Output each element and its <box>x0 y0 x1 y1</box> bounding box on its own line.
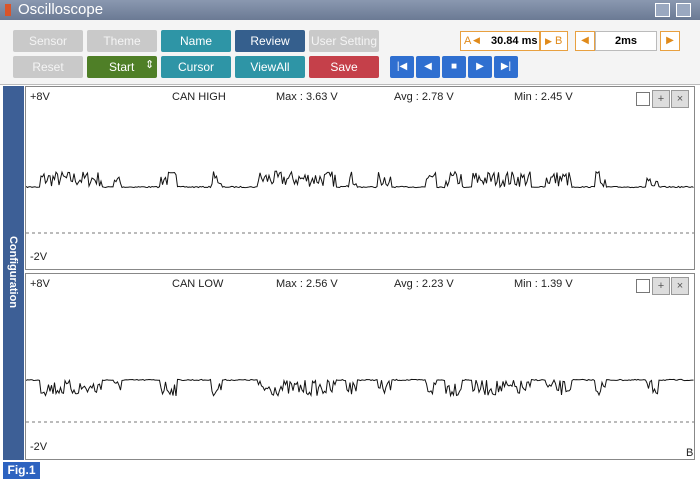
checkbox[interactable] <box>636 279 650 293</box>
play-forward[interactable]: ▶ <box>468 56 492 78</box>
title-bar: Oscilloscope <box>0 0 700 20</box>
channel-name: CAN HIGH <box>172 91 226 103</box>
zoom-button[interactable]: + <box>652 277 670 295</box>
figure-label: Fig.1 <box>3 462 40 479</box>
window-button[interactable] <box>676 3 691 17</box>
cursor-b-box: ▶ B <box>540 31 568 51</box>
play-back[interactable]: ◀ <box>416 56 440 78</box>
zoom-button[interactable]: + <box>652 90 670 108</box>
cursor-time: 30.84 ms <box>491 35 538 47</box>
toolbar-button[interactable]: Name <box>161 30 231 52</box>
channel-top: +8V <box>30 278 50 290</box>
checkbox[interactable] <box>636 92 650 106</box>
channel-min: Min : 1.39 V <box>514 278 573 290</box>
channel-top: +8V <box>30 91 50 103</box>
channel-bottom: -2V <box>30 251 48 263</box>
time-down[interactable]: ◀ <box>575 31 595 51</box>
arrow: ◀ <box>473 35 480 45</box>
cursor-b: B <box>555 35 563 47</box>
toolbar-button[interactable]: ViewAll <box>235 56 305 78</box>
time-div: 2ms <box>595 31 657 51</box>
arrow: ▶ <box>545 36 552 46</box>
waveform <box>26 378 694 398</box>
app-icon <box>5 4 11 16</box>
play-first[interactable]: |◀ <box>390 56 414 78</box>
channel-panel: +8V CAN LOW Max : 2.56 V Avg : 2.23 V Min : … <box>25 273 695 460</box>
toolbar-button[interactable]: Review <box>235 30 305 52</box>
window-title: Oscilloscope <box>18 1 104 18</box>
channel-bottom: -2V <box>30 441 48 453</box>
channel-max: Max : 2.56 V <box>276 278 338 290</box>
cursor-a: A <box>464 35 472 47</box>
channel-min: Min : 2.45 V <box>514 91 573 103</box>
play-stop[interactable]: ■ <box>442 56 466 78</box>
waveform-area <box>26 378 694 423</box>
cursor-box: A ◀ 30.84 ms <box>460 31 540 51</box>
waveform-area <box>26 170 694 234</box>
waveform <box>26 170 694 189</box>
channel-panel: +8V CAN HIGH Max : 3.63 V Avg : 2.78 V Min :… <box>25 86 695 270</box>
corner-mark: B <box>686 447 694 459</box>
close-button[interactable]: × <box>671 277 689 295</box>
channel-avg: Avg : 2.78 V <box>394 91 454 103</box>
toolbar-button[interactable]: Sensor <box>13 30 83 52</box>
close-button[interactable]: × <box>671 90 689 108</box>
toolbar-button[interactable]: Cursor <box>161 56 231 78</box>
channel-max: Max : 3.63 V <box>276 91 338 103</box>
window-button[interactable] <box>655 3 670 17</box>
toolbar-button[interactable]: Theme <box>87 30 157 52</box>
play-last[interactable]: ▶| <box>494 56 518 78</box>
toolbar-button[interactable]: Start <box>87 56 157 78</box>
sidebar-label: Configuration <box>7 235 19 309</box>
toolbar-button[interactable]: Reset <box>13 56 83 78</box>
time-up[interactable]: ▶ <box>660 31 680 51</box>
sidebar[interactable]: Configuration <box>3 86 24 460</box>
dropdown-arrow: ⇕ <box>145 59 155 71</box>
channel-name: CAN LOW <box>172 278 224 290</box>
channel-avg: Avg : 2.23 V <box>394 278 454 290</box>
toolbar-button[interactable]: Save <box>309 56 379 78</box>
toolbar-button[interactable]: User Setting <box>309 30 379 52</box>
